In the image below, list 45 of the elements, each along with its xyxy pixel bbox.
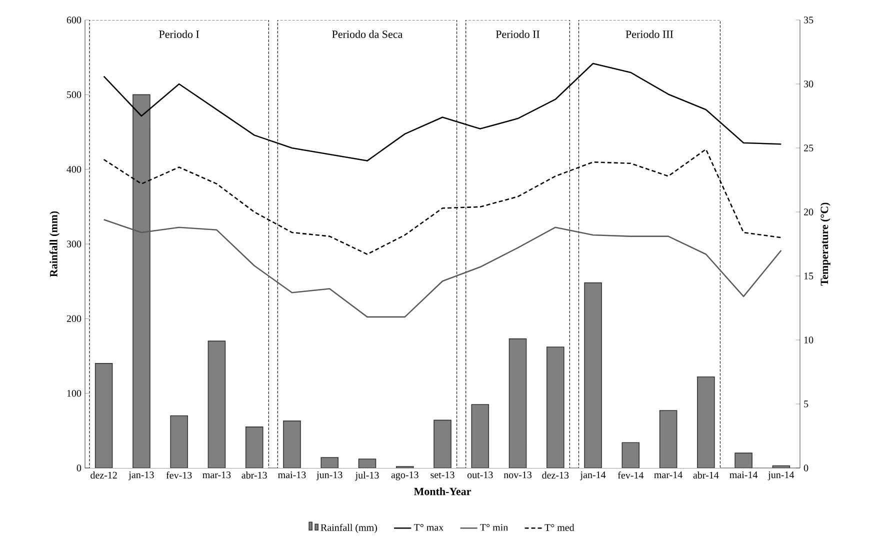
x-tick-label: out-13 bbox=[467, 472, 493, 478]
y-tick-label: 600 bbox=[66, 16, 82, 24]
y2-tick-label: 5 bbox=[804, 400, 808, 408]
x-axis-title: Month-Year bbox=[414, 487, 471, 496]
band-label: Periodo III bbox=[626, 30, 674, 38]
x-tick-label: mai-13 bbox=[278, 472, 306, 478]
x-tick-label: mar-13 bbox=[202, 472, 231, 478]
y2-tick-label: 30 bbox=[804, 80, 814, 88]
legend-label: T° max bbox=[414, 524, 444, 531]
x-tick-label: dez-12 bbox=[90, 472, 117, 479]
y-tick-label: 0 bbox=[76, 464, 82, 472]
x-tick-label: set-13 bbox=[430, 472, 454, 478]
y2-tick-label: 35 bbox=[804, 16, 814, 24]
legend-label: T° min bbox=[480, 524, 508, 531]
y-tick-label: 200 bbox=[66, 315, 82, 322]
y2-tick-label: 0 bbox=[804, 464, 808, 472]
y2-tick-label: 20 bbox=[804, 208, 814, 216]
x-tick-label: jan-13 bbox=[128, 472, 154, 480]
band-label: Periodo II bbox=[496, 30, 540, 38]
y2-tick-label: 15 bbox=[804, 272, 814, 280]
y-axis-title: Rainfall (mm) bbox=[50, 211, 60, 277]
x-tick-label: nov-13 bbox=[504, 472, 532, 478]
y-tick-label: 300 bbox=[66, 240, 82, 248]
x-tick-label: jun-14 bbox=[768, 472, 794, 480]
y-tick-label: 400 bbox=[66, 166, 82, 173]
band-label: Periodo da Seca bbox=[332, 30, 403, 38]
x-tick-label: abr-13 bbox=[242, 472, 267, 479]
y-tick-label: 100 bbox=[67, 390, 82, 397]
x-tick-label: mai-14 bbox=[730, 472, 758, 478]
x-tick-label: abr-14 bbox=[693, 472, 719, 479]
y2-axis-title: Temperature (°C) bbox=[820, 202, 830, 286]
x-tick-label: jun-13 bbox=[316, 472, 342, 480]
legend-label: Rainfall (mm) bbox=[320, 524, 377, 534]
x-tick-label: ago-13 bbox=[391, 472, 418, 480]
x-tick-label: dez-13 bbox=[542, 472, 569, 479]
x-tick-label: jul-13 bbox=[355, 472, 379, 481]
y-tick-label: 500 bbox=[67, 91, 82, 98]
legend-label: T° med bbox=[544, 524, 574, 531]
y2-tick-label: 25 bbox=[804, 144, 814, 152]
y2-tick-label: 10 bbox=[804, 336, 814, 344]
x-tick-label: mar-14 bbox=[654, 472, 682, 478]
x-tick-label: fev-13 bbox=[166, 472, 192, 479]
band-label: Periodo I bbox=[159, 30, 200, 38]
x-tick-label: fev-14 bbox=[618, 472, 644, 479]
x-tick-label: jan-14 bbox=[580, 472, 606, 480]
